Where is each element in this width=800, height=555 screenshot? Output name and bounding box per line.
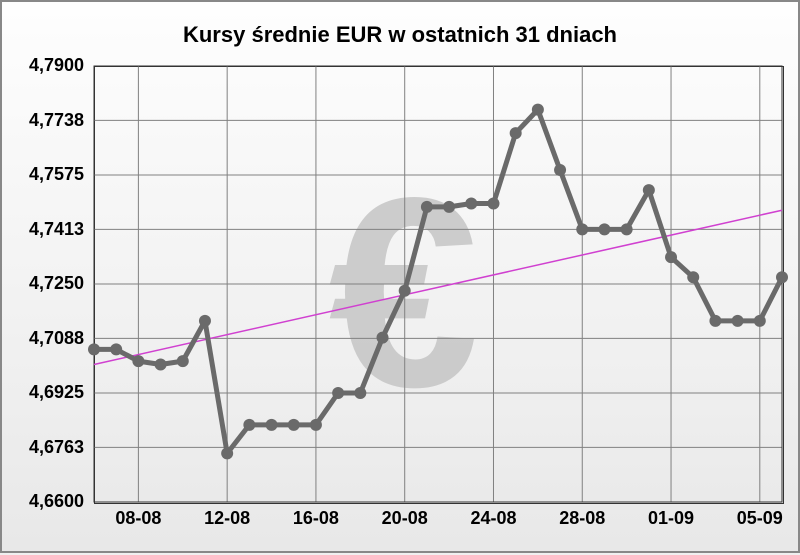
y-axis-label: 4,7250: [2, 273, 84, 294]
x-axis-label: 20-08: [365, 508, 445, 529]
x-axis-label: 16-08: [276, 508, 356, 529]
y-axis-label: 4,6600: [2, 491, 84, 512]
y-axis-label: 4,7738: [2, 110, 84, 131]
x-axis-label: 01-09: [631, 508, 711, 529]
y-axis-label: 4,7088: [2, 328, 84, 349]
x-axis-label: 05-09: [720, 508, 800, 529]
y-axis-label: 4,7900: [2, 55, 84, 76]
chart-container: Kursy średnie EUR w ostatnich 31 dniach …: [0, 0, 800, 553]
x-axis-label: 08-08: [98, 508, 178, 529]
y-axis-label: 4,6925: [2, 382, 84, 403]
chart-svg: €: [2, 2, 800, 555]
x-axis-label: 28-08: [542, 508, 622, 529]
y-axis-label: 4,7413: [2, 219, 84, 240]
x-axis-label: 12-08: [187, 508, 267, 529]
y-axis-label: 4,6763: [2, 437, 84, 458]
x-axis-label: 24-08: [453, 508, 533, 529]
y-axis-label: 4,7575: [2, 164, 84, 185]
